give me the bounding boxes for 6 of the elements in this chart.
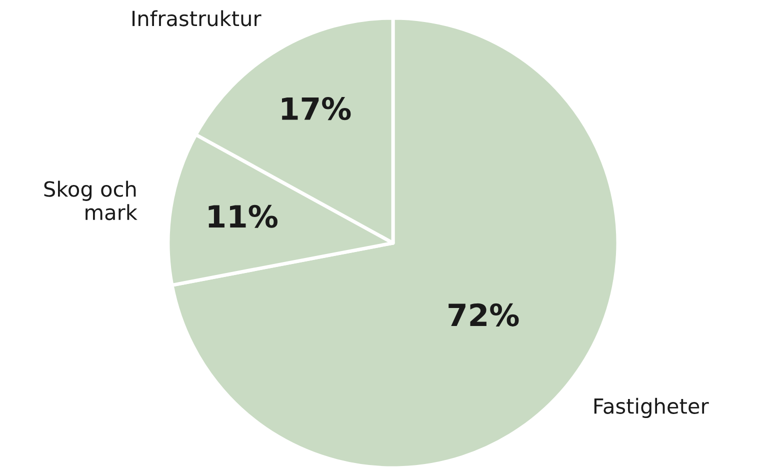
slice-label: Infrastruktur (132, 10, 262, 26)
data-label: 72% (448, 303, 519, 326)
data-label: 17% (282, 97, 351, 120)
slice-label: Skog och mark (44, 180, 138, 220)
data-label: 11% (208, 204, 278, 228)
slice-label: Fastigheter (594, 398, 709, 418)
